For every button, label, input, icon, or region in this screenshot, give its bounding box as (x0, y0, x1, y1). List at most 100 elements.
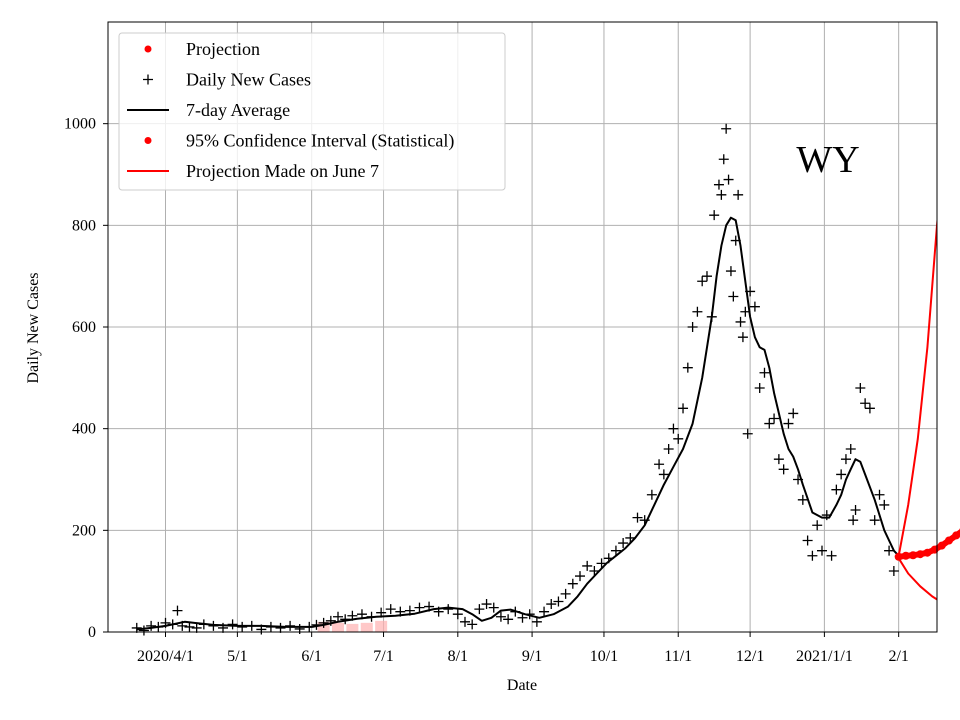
daily-case-marker (716, 189, 727, 200)
daily-case-marker (773, 454, 784, 465)
daily-case-marker (340, 614, 351, 625)
daily-case-marker (539, 606, 550, 617)
daily-case-marker (265, 621, 276, 632)
daily-case-marker (797, 494, 808, 505)
daily-case-marker (575, 571, 586, 582)
daily-case-marker (673, 433, 684, 444)
projection-shadow-mark (346, 623, 359, 632)
daily-case-marker (845, 444, 856, 454)
daily-case-marker (821, 510, 832, 521)
daily-case-marker (728, 291, 739, 302)
daily-case-marker (208, 620, 219, 631)
daily-case-marker (256, 624, 267, 635)
x-tick-label: 2020/4/1 (137, 648, 194, 665)
daily-case-marker (733, 189, 744, 200)
x-tick-label: 7/1 (373, 648, 393, 665)
daily-case-marker (356, 609, 367, 620)
daily-case-marker (709, 210, 720, 221)
legend-label: Projection Made on June 7 (186, 161, 379, 181)
daily-case-marker (697, 276, 708, 287)
legend-handle-plus (143, 74, 153, 85)
daily-case-marker (414, 602, 425, 613)
daily-case-marker (311, 619, 322, 630)
daily-case-marker (745, 286, 756, 297)
y-tick-label: 600 (72, 319, 96, 336)
daily-case-marker (474, 604, 485, 615)
daily-case-marker (138, 625, 149, 636)
daily-case-marker (131, 622, 142, 633)
daily-case-marker (184, 621, 195, 632)
daily-case-marker (850, 505, 861, 515)
daily-case-marker (443, 604, 454, 615)
daily-case-marker (682, 362, 693, 373)
y-axis-label: Daily New Cases (25, 272, 42, 383)
daily-case-marker (869, 515, 880, 526)
legend: Projection Daily New Cases 7-day Average 95… (118, 32, 506, 191)
legend-label: 95% Confidence Interval (Statistical) (186, 131, 454, 152)
daily-case-marker (639, 515, 650, 526)
daily-case-marker (237, 621, 248, 632)
daily-case-marker (706, 311, 717, 322)
daily-case-marker (725, 266, 736, 277)
daily-case-marker (452, 609, 463, 620)
y-tick-label: 1000 (64, 116, 96, 133)
daily-case-marker (285, 620, 296, 631)
daily-case-marker (304, 621, 315, 632)
y-tick-label: 0 (88, 624, 96, 641)
x-tick-label: 11/1 (664, 648, 692, 665)
daily-case-marker (567, 578, 578, 589)
daily-case-marker (610, 545, 621, 556)
daily-case-marker (481, 599, 492, 610)
daily-case-marker (404, 605, 415, 616)
daily-case-marker (658, 469, 669, 480)
daily-new-cases-markers (131, 123, 899, 636)
daily-case-marker (721, 123, 732, 134)
daily-case-marker (860, 398, 871, 409)
projection-line (895, 529, 960, 560)
daily-case-marker (888, 566, 899, 576)
daily-case-marker (531, 616, 542, 627)
daily-case-marker (424, 601, 435, 612)
projection-markers (894, 528, 960, 561)
daily-case-marker (510, 606, 521, 617)
axis-tick-labels: 2020/4/1 5/1 6/1 7/1 8/1 9/1 10/1 11/1 12/1 2021/… (64, 116, 909, 665)
daily-case-marker (701, 271, 712, 282)
daily-case-marker (603, 553, 614, 564)
daily-case-marker (524, 609, 535, 620)
daily-case-marker (495, 611, 506, 622)
daily-case-marker (596, 558, 607, 569)
daily-case-marker (730, 235, 741, 246)
daily-case-marker (177, 620, 188, 631)
daily-case-marker (855, 383, 866, 393)
daily-case-marker (546, 599, 557, 610)
daily-case-marker (467, 619, 478, 630)
daily-case-marker (802, 535, 813, 546)
daily-case-marker (347, 610, 358, 621)
x-tick-label: 2/1 (888, 648, 908, 665)
daily-case-marker (167, 619, 178, 630)
daily-case-marker (333, 611, 344, 622)
daily-case-marker (678, 403, 689, 414)
axis-ticks (103, 123, 900, 637)
series-lines (136, 214, 937, 631)
x-tick-label: 2021/1/1 (796, 648, 853, 665)
daily-case-marker (246, 620, 257, 631)
daily-case-marker (864, 403, 875, 414)
daily-case-marker (816, 545, 827, 556)
daily-case-marker (692, 306, 703, 317)
daily-case-marker (376, 607, 387, 618)
projection-shadow-mark (360, 622, 373, 632)
daily-case-marker (503, 614, 514, 625)
x-tick-label: 10/1 (590, 648, 618, 665)
x-tick-label: 6/1 (301, 648, 321, 665)
daily-case-marker (589, 566, 600, 576)
x-tick-label: 5/1 (227, 648, 247, 665)
daily-case-marker (783, 418, 794, 429)
daily-case-marker (153, 621, 164, 632)
daily-case-marker (884, 545, 895, 556)
daily-case-marker (553, 596, 564, 607)
daily-case-marker (663, 444, 674, 454)
projection-shadow-mark (332, 622, 345, 632)
daily-case-marker (385, 604, 396, 615)
x-axis-label: Date (507, 677, 537, 694)
